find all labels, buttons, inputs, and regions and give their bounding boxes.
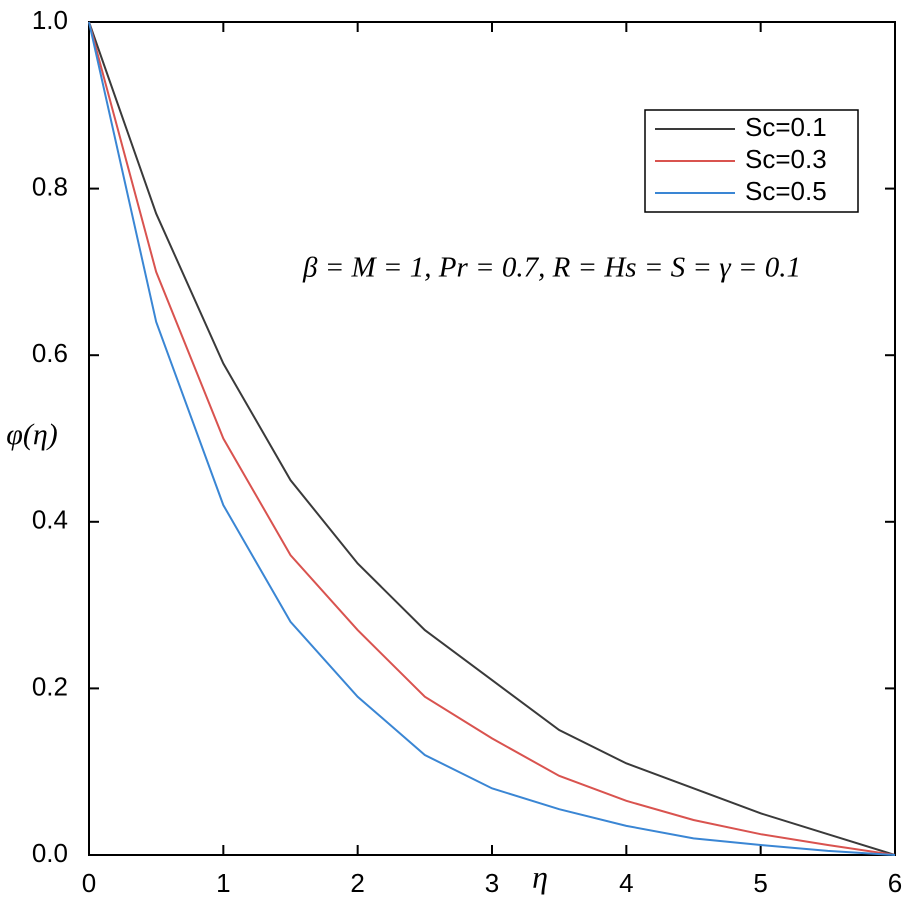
y-tick-label: 1.0 (32, 5, 68, 35)
y-tick-label: 0.0 (32, 838, 68, 868)
y-tick-label: 0.8 (32, 171, 68, 201)
x-tick-label: 4 (619, 868, 633, 898)
x-tick-label: 5 (753, 868, 767, 898)
x-tick-label: 2 (350, 868, 364, 898)
x-tick-label: 3 (485, 868, 499, 898)
y-tick-label: 0.2 (32, 671, 68, 701)
data-line (88, 21, 896, 856)
y-tick-label: 0.4 (32, 505, 68, 535)
legend-label: Sc=0.1 (745, 112, 827, 142)
y-tick-label: 0.6 (32, 338, 68, 368)
x-tick-label: 0 (82, 868, 96, 898)
annotation: β = M = 1, Pr = 0.7, R = Hs = S = γ = 0.… (302, 252, 801, 284)
x-tick-label: 1 (216, 868, 230, 898)
legend-label: Sc=0.3 (745, 144, 827, 174)
legend-label: Sc=0.5 (745, 176, 827, 206)
y-axis-label: φ(η) (6, 418, 57, 451)
data-line (88, 21, 896, 856)
x-axis-label: η (532, 858, 548, 894)
data-line (88, 21, 896, 856)
x-tick-label: 6 (888, 868, 902, 898)
